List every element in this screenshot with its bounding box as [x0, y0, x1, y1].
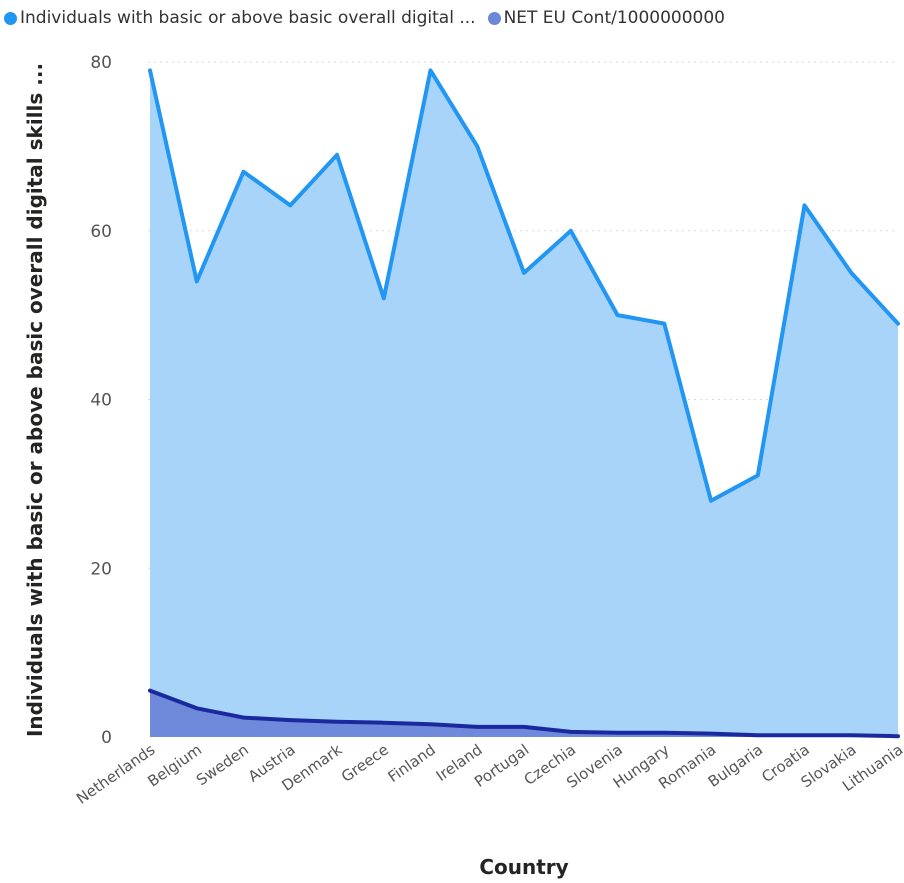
x-tick-label: Finland — [385, 741, 439, 786]
series-areas — [148, 68, 900, 739]
legend-item-series1[interactable]: Individuals with basic or above basic ov… — [4, 8, 476, 28]
x-tick-label: Belgium — [144, 741, 205, 791]
x-axis-ticks: NetherlandsBelgiumSwedenAustriaDenmarkGr… — [73, 740, 904, 807]
legend-label-series2: NET EU Cont/1000000000 — [503, 8, 725, 28]
y-tick-label: 60 — [90, 222, 112, 242]
y-tick-label: 80 — [90, 53, 112, 73]
series-1-area — [150, 70, 898, 737]
legend: Individuals with basic or above basic ov… — [4, 4, 737, 32]
legend-dot-series2 — [487, 11, 501, 25]
x-axis-title: Country — [479, 855, 568, 879]
y-tick-label: 0 — [101, 728, 112, 748]
legend-item-series2[interactable]: NET EU Cont/1000000000 — [487, 8, 725, 28]
y-axis-ticks: 0 20 40 60 80 — [90, 53, 112, 748]
legend-dot-series1 — [4, 11, 17, 25]
y-axis-title: Individuals with basic or above basic ov… — [23, 63, 47, 737]
x-tick-label: Greece — [338, 741, 392, 786]
y-tick-label: 20 — [90, 559, 112, 579]
y-tick-label: 40 — [90, 391, 112, 411]
series-2-area — [150, 690, 898, 737]
x-tick-label: Sweden — [193, 741, 252, 790]
legend-label-series1: Individuals with basic or above basic ov… — [20, 8, 476, 28]
